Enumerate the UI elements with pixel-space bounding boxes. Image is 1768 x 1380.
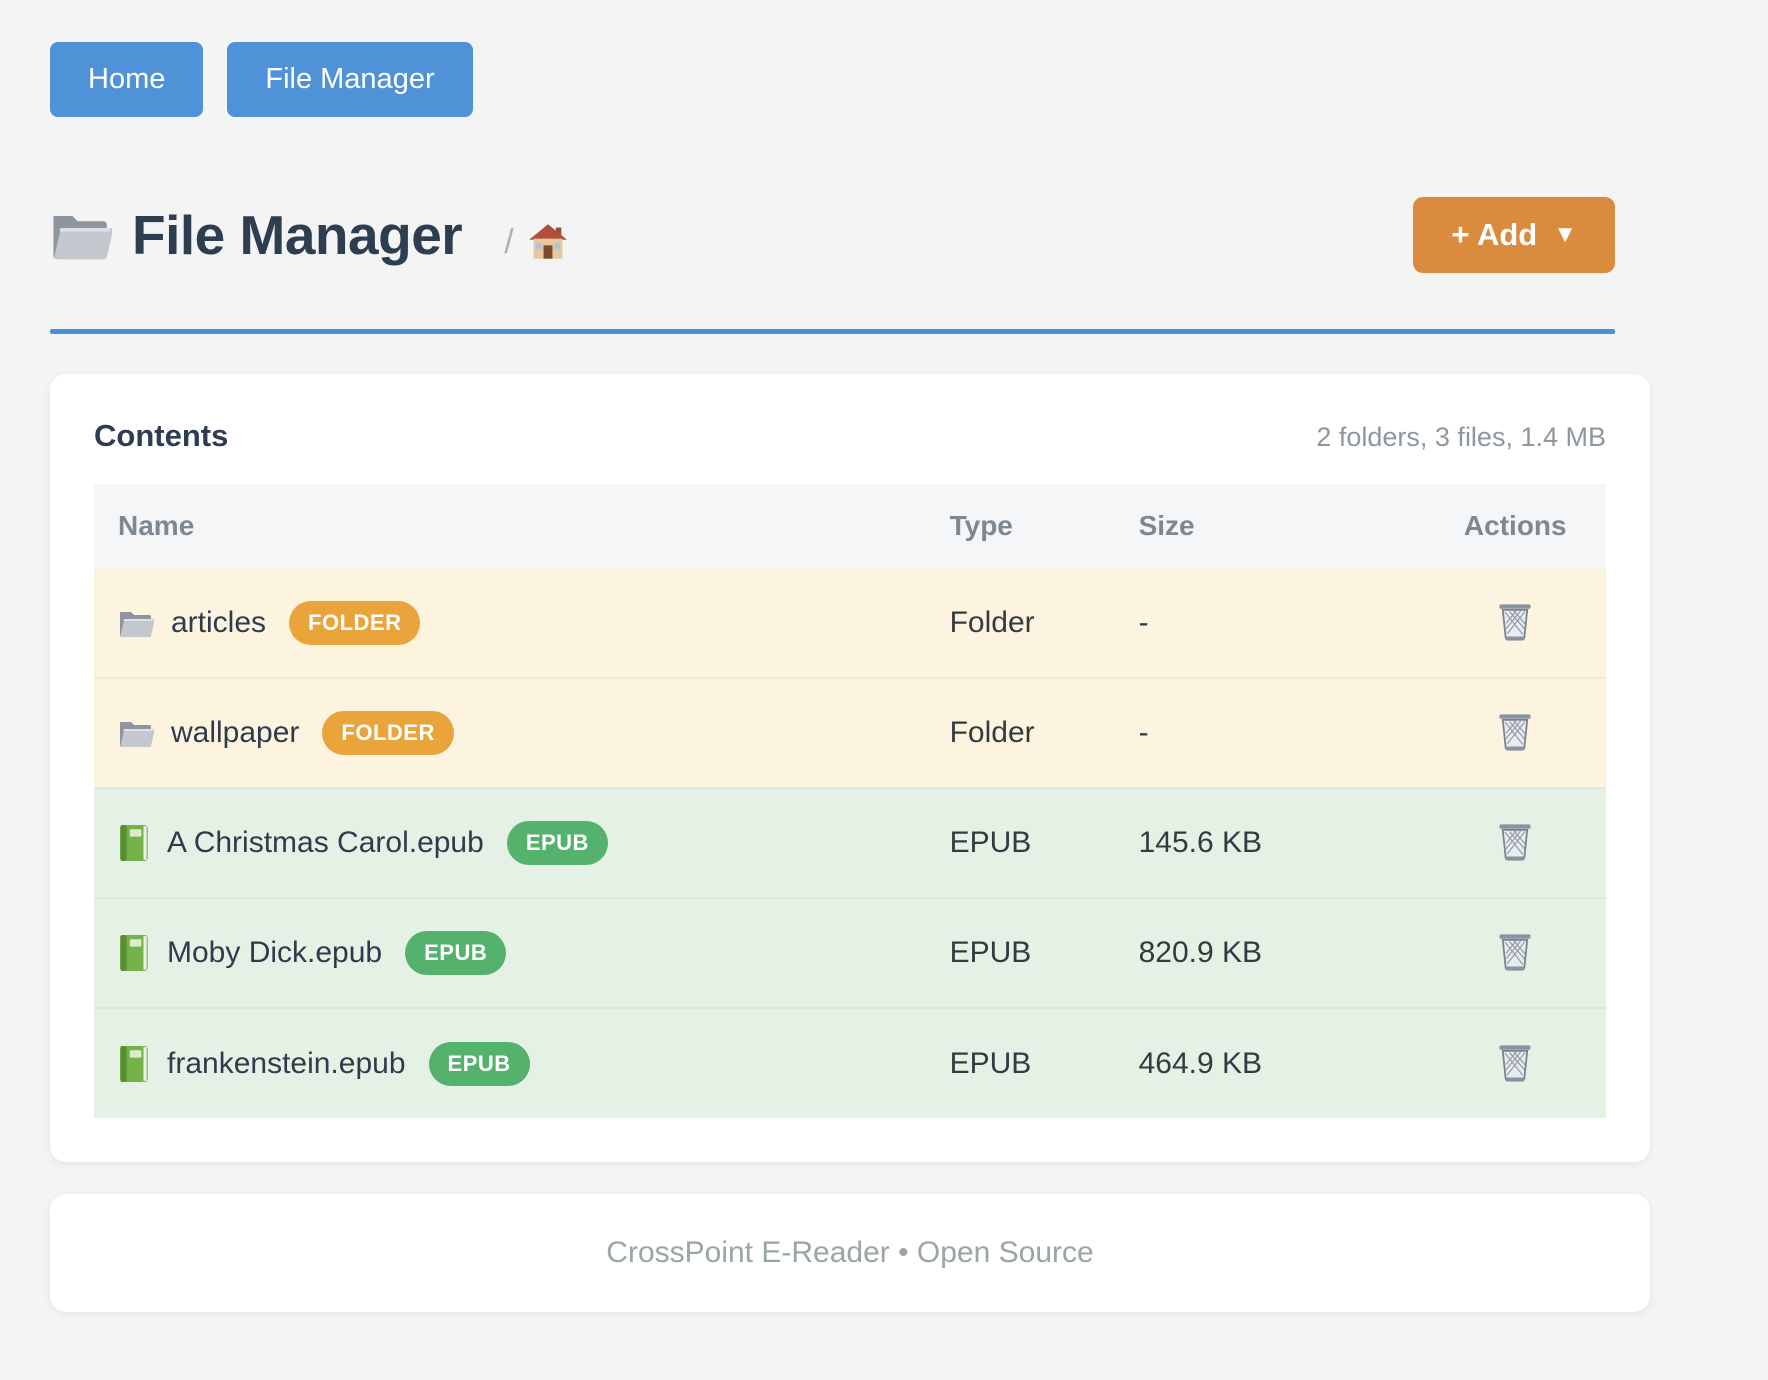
file-type-badge: EPUB xyxy=(428,1041,530,1086)
file-size-cell: 464.9 KB xyxy=(1114,1007,1425,1118)
table-row[interactable]: Moby Dick.epub EPUB EPUB 820.9 KB xyxy=(94,897,1606,1008)
file-name-link[interactable]: frankenstein.epub xyxy=(167,1046,406,1080)
file-type-cell: Folder xyxy=(925,677,1115,788)
epub-book-icon xyxy=(118,824,150,862)
file-size-cell: 820.9 KB xyxy=(1114,897,1425,1008)
contents-card-header: Contents 2 folders, 3 files, 1.4 MB xyxy=(94,418,1606,458)
file-name-link[interactable]: wallpaper xyxy=(171,716,300,749)
trash-icon xyxy=(1497,931,1533,971)
table-row[interactable]: articles FOLDER Folder - xyxy=(94,568,1606,678)
file-type-cell: EPUB xyxy=(925,1007,1115,1118)
folder-icon xyxy=(118,607,154,639)
footer-card: CrossPoint E-Reader • Open Source xyxy=(50,1194,1650,1312)
column-header-actions: Actions xyxy=(1424,484,1606,568)
add-button-label: + Add xyxy=(1451,217,1538,252)
contents-card: Contents 2 folders, 3 files, 1.4 MB Name… xyxy=(50,374,1650,1162)
file-name-link[interactable]: A Christmas Carol.epub xyxy=(167,826,484,859)
nav-home-button[interactable]: Home xyxy=(50,42,204,117)
trash-icon xyxy=(1497,601,1533,641)
table-header-row: Name Type Size Actions xyxy=(94,484,1606,568)
contents-summary: 2 folders, 3 files, 1.4 MB xyxy=(1316,422,1606,452)
file-size-cell: - xyxy=(1114,677,1425,788)
delete-button[interactable] xyxy=(1493,927,1537,975)
file-type-cell: EPUB xyxy=(925,787,1115,898)
delete-button[interactable] xyxy=(1493,707,1537,755)
contents-title: Contents xyxy=(94,418,229,453)
file-table: Name Type Size Actions xyxy=(94,484,1606,1118)
file-name-link[interactable]: articles xyxy=(171,605,267,639)
footer-text: CrossPoint E-Reader • Open Source xyxy=(606,1236,1094,1269)
page-header: File Manager / + Add ▼ xyxy=(50,187,1650,283)
nav-file-manager-button[interactable]: File Manager xyxy=(227,42,473,117)
breadcrumb-separator: / xyxy=(504,222,514,261)
table-row[interactable]: frankenstein.epub EPUB EPUB 464.9 KB xyxy=(94,1007,1606,1118)
column-header-name: Name xyxy=(94,484,926,568)
delete-button[interactable] xyxy=(1493,1038,1537,1086)
file-type-badge: EPUB xyxy=(506,821,608,865)
epub-book-icon xyxy=(118,934,150,972)
page-title: File Manager xyxy=(132,204,463,266)
file-size-cell: - xyxy=(1114,568,1425,678)
home-icon[interactable] xyxy=(528,222,568,262)
delete-button[interactable] xyxy=(1493,817,1537,865)
add-button[interactable]: + Add ▼ xyxy=(1413,197,1615,273)
file-type-cell: Folder xyxy=(925,568,1115,678)
page: Home File Manager File Manager / xyxy=(50,0,1650,1312)
column-header-size: Size xyxy=(1114,484,1425,568)
breadcrumb: / xyxy=(504,222,567,262)
title-wrap: File Manager / xyxy=(50,203,1413,267)
chevron-down-icon: ▼ xyxy=(1553,221,1577,248)
table-row[interactable]: A Christmas Carol.epub EPUB EPUB 145.6 K… xyxy=(94,787,1606,898)
table-row[interactable]: wallpaper FOLDER Folder - xyxy=(94,677,1606,788)
file-type-badge: FOLDER xyxy=(289,600,421,645)
file-type-cell: EPUB xyxy=(925,897,1115,1008)
delete-button[interactable] xyxy=(1493,597,1537,645)
open-folder-icon xyxy=(50,208,112,262)
trash-icon xyxy=(1497,1042,1533,1082)
header-divider xyxy=(50,329,1615,334)
epub-book-icon xyxy=(118,1045,150,1083)
trash-icon xyxy=(1497,821,1533,861)
column-header-type: Type xyxy=(925,484,1115,568)
file-type-badge: FOLDER xyxy=(322,711,454,755)
trash-icon xyxy=(1497,711,1533,751)
file-size-cell: 145.6 KB xyxy=(1114,787,1425,898)
file-type-badge: EPUB xyxy=(405,931,507,975)
folder-icon xyxy=(118,717,154,749)
top-nav: Home File Manager xyxy=(50,42,1650,117)
file-name-link[interactable]: Moby Dick.epub xyxy=(167,936,383,969)
